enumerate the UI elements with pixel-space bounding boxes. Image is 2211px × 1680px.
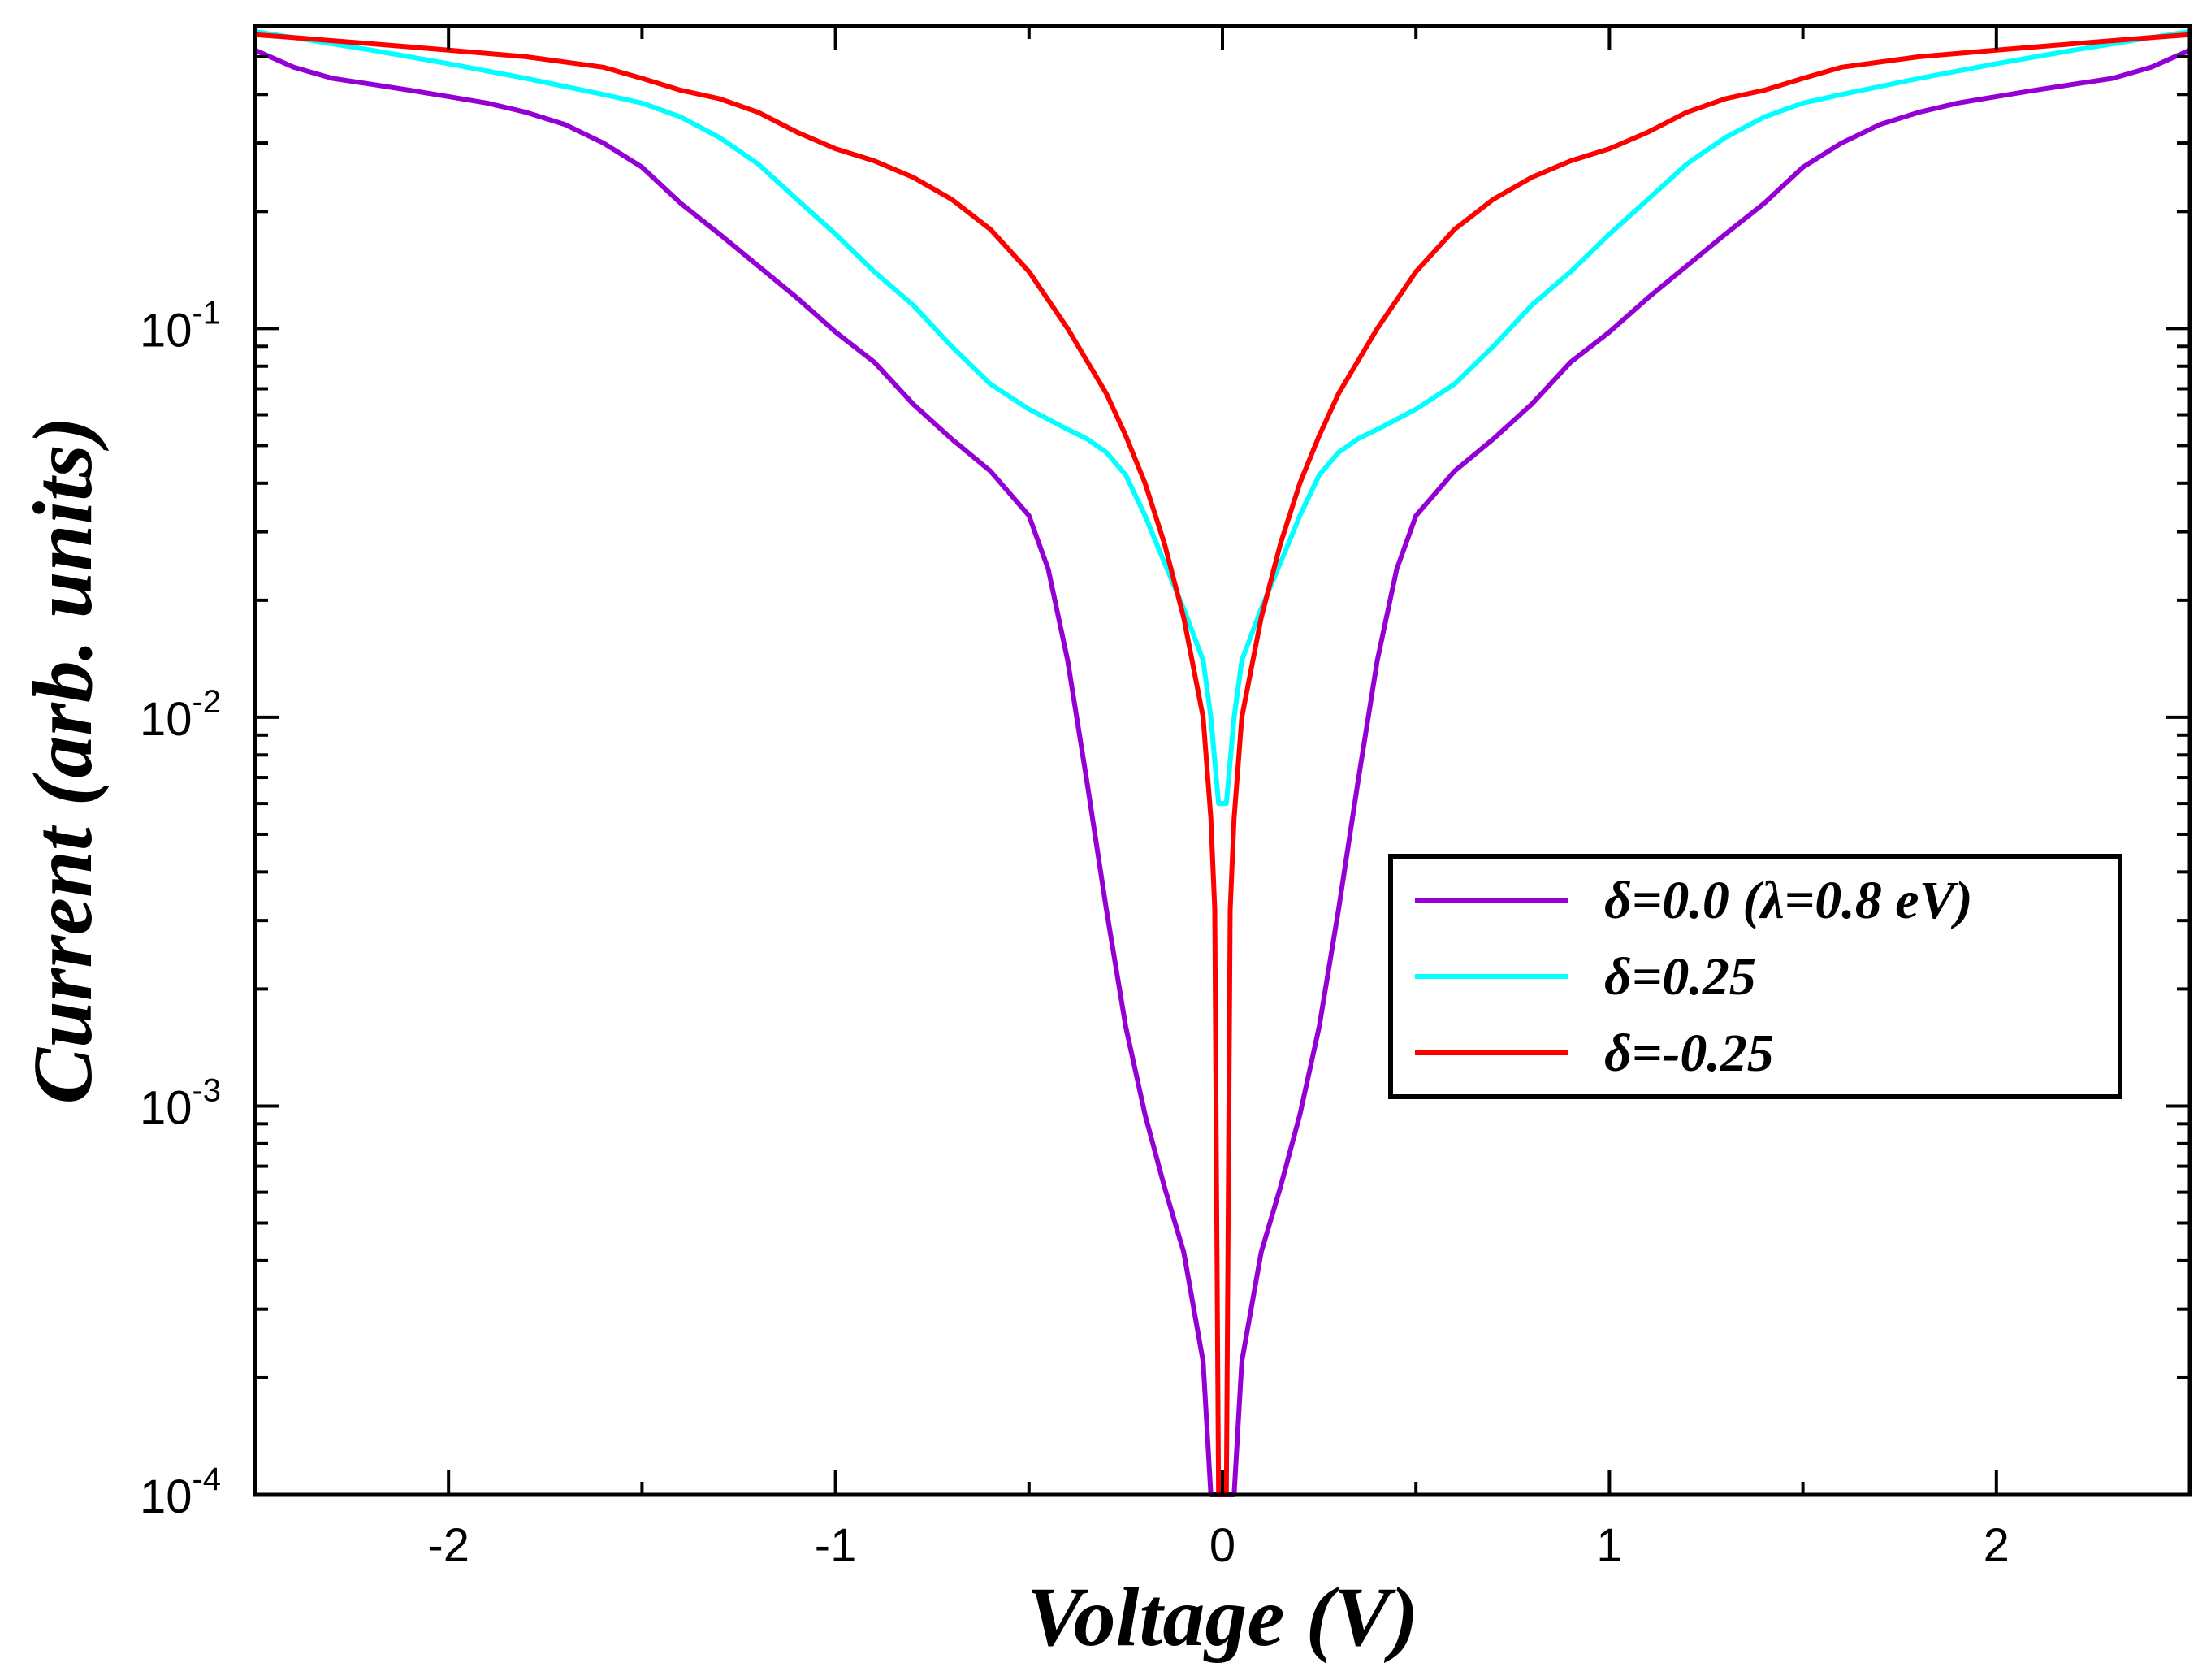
plot-frame [253,24,2192,1497]
x-tick-label: -1 [815,1519,857,1572]
series-line-2 [254,32,2191,1497]
x-axis: -2 -1 0 1 2 [427,26,2010,1572]
y-tick-mantissa: 10 [140,1470,193,1523]
y-axis: 10-410-310-210-1 [140,54,2190,1523]
y-tick-label: 10-2 [140,684,221,746]
y-tick-label: 10-1 [140,295,221,357]
series-line-1 [254,29,2191,807]
y-axis-title: Current (arb. units) [16,417,110,1105]
y-tick-label: 10-3 [140,1072,221,1134]
series-line-0 [253,47,2192,1497]
y-tick-mantissa: 10 [140,304,193,357]
x-tick-label: 2 [1984,1519,2010,1572]
x-tick-label: 0 [1209,1519,1235,1572]
x-tick-label: -2 [427,1519,469,1572]
y-tick-label: 10-4 [140,1461,221,1523]
legend-label-0: δ=0.0 (λ=0.8 eV) [1604,871,1973,930]
y-tick-mantissa: 10 [140,1081,193,1134]
y-tick-exponent: -1 [192,295,221,331]
y-tick-exponent: -4 [192,1461,221,1497]
legend-label-2: δ=-0.25 [1604,1024,1774,1083]
data-curves [253,29,2192,1497]
y-tick-exponent: -3 [192,1072,221,1108]
y-tick-mantissa: 10 [140,693,193,746]
legend-label-1: δ=0.25 [1604,947,1756,1007]
x-tick-label: 1 [1596,1519,1622,1572]
legend: δ=0.0 (λ=0.8 eV) δ=0.25 δ=-0.25 [1388,854,2122,1099]
y-tick-exponent: -2 [192,684,221,720]
x-axis-title: Voltage (V) [1027,1570,1418,1664]
